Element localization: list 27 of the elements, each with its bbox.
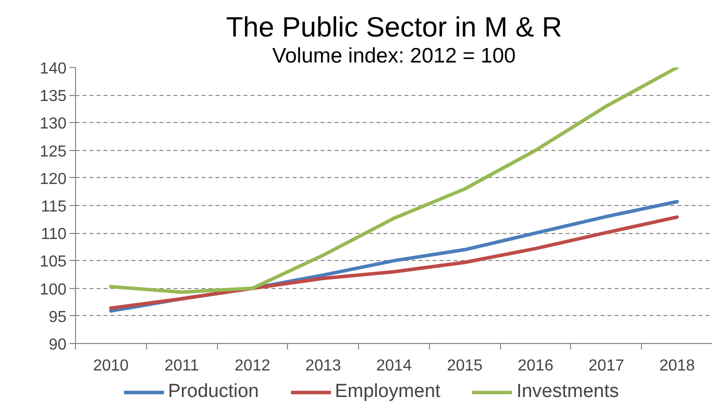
legend-label: Production <box>168 381 259 403</box>
x-tick-label: 2015 <box>446 358 483 374</box>
line-series <box>109 215 679 310</box>
y-tick-label: 125 <box>40 143 67 160</box>
chart-subtitle: Volume index: 2012 = 100 <box>272 44 516 68</box>
chart-title: The Public Sector in M & R <box>226 12 562 42</box>
line-series <box>109 68 679 294</box>
legend-label: Investments <box>516 381 619 403</box>
x-tick-label: 2016 <box>518 358 554 374</box>
y-tick-label: 105 <box>40 254 67 271</box>
x-tick-label: 2010 <box>93 358 129 374</box>
x-tick-label: 2011 <box>164 358 199 374</box>
x-tick-label: 2017 <box>588 358 624 374</box>
y-tick-label: 135 <box>40 88 67 106</box>
y-tick-label: 140 <box>40 60 67 78</box>
legend-label: Employment <box>334 381 440 403</box>
x-tick-label: 2018 <box>659 358 696 374</box>
y-tick-label: 95 <box>48 308 67 326</box>
y-tick-label: 120 <box>40 170 67 188</box>
y-tick-label: 110 <box>40 226 67 244</box>
y-tick-label: 90 <box>48 336 67 354</box>
y-tick-label: 130 <box>40 116 67 133</box>
y-tick-label: 115 <box>40 198 67 216</box>
y-tick-label: 100 <box>40 281 67 298</box>
x-tick-label: 2013 <box>305 358 342 374</box>
x-tick-label: 2014 <box>376 358 412 374</box>
x-tick-label: 2012 <box>234 358 270 374</box>
